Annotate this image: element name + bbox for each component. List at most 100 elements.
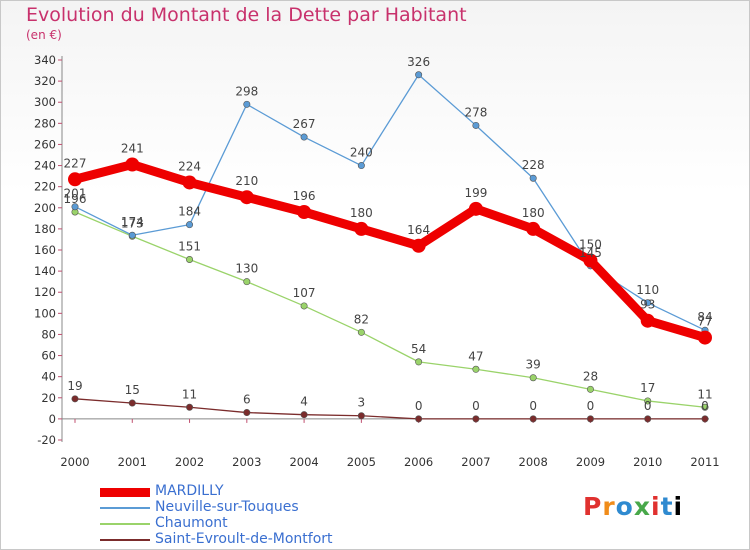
data-label: 180: [350, 206, 373, 220]
series-line-2: [74, 211, 706, 408]
y-tick-label: 60: [41, 349, 56, 363]
x-tick-label: 2006: [404, 455, 433, 469]
data-label: 11: [697, 387, 712, 401]
legend-label: Neuville-sur-Touques: [155, 499, 299, 515]
data-point: [644, 299, 652, 307]
y-tick-label: 320: [34, 74, 56, 88]
x-tick-label: 2002: [175, 455, 204, 469]
x-tick-label: 2008: [519, 455, 548, 469]
data-label: 145: [579, 246, 602, 260]
data-label: 39: [526, 358, 541, 372]
data-label: 199: [464, 186, 487, 200]
y-tick-label: 300: [34, 95, 56, 109]
data-point: [415, 415, 423, 423]
data-point: [354, 221, 369, 236]
data-label: 107: [293, 286, 316, 300]
y-tick-label: 160: [34, 243, 56, 257]
chart-title: Evolution du Montant de la Dette par Hab…: [26, 4, 467, 26]
data-point: [300, 133, 308, 141]
data-label: 82: [354, 312, 369, 326]
x-tick-label: 2004: [289, 455, 318, 469]
data-label: 0: [701, 399, 709, 413]
data-label: 298: [235, 84, 258, 98]
proxiti-logo: Proxiti: [583, 492, 684, 521]
data-label: 150: [579, 238, 602, 252]
data-label: 164: [407, 223, 430, 237]
data-point: [125, 157, 140, 172]
y-tick-label: 280: [34, 116, 56, 130]
axes: -200204060801001201401601802002202402602…: [34, 53, 720, 469]
data-point: [300, 411, 308, 419]
series-line-0: [70, 160, 710, 343]
legend-swatch: [100, 507, 150, 509]
legend-label: Saint-Evroult-de-Montfort: [155, 531, 333, 547]
data-label: 47: [468, 349, 483, 363]
legend-swatch: [100, 487, 150, 497]
data-point: [701, 415, 709, 423]
data-point: [243, 409, 251, 417]
data-point: [415, 71, 423, 79]
data-label: 173: [121, 216, 144, 230]
data-label: 0: [529, 399, 537, 413]
data-label: 180: [522, 206, 545, 220]
x-tick-label: 2010: [633, 455, 662, 469]
data-point: [71, 395, 79, 403]
data-label: 110: [636, 283, 659, 297]
y-tick-label: 20: [41, 391, 56, 405]
data-label: 17: [640, 381, 655, 395]
legend-label: MARDILLY: [155, 483, 224, 499]
x-tick-label: 2001: [118, 455, 147, 469]
legend-swatch: [100, 523, 150, 525]
data-point: [357, 412, 365, 420]
data-point: [586, 415, 594, 423]
data-point: [472, 121, 480, 129]
y-tick-label: 80: [41, 327, 56, 341]
data-point: [357, 328, 365, 336]
series-line-1: [74, 74, 706, 331]
legend-swatch: [100, 539, 150, 541]
y-tick-label: 100: [34, 306, 56, 320]
data-point: [698, 330, 712, 345]
data-point: [128, 231, 136, 239]
data-point: [644, 397, 652, 405]
data-label: 196: [293, 189, 316, 203]
data-label: 4: [300, 395, 308, 409]
data-label: 174: [121, 215, 144, 229]
data-label: 28: [583, 369, 598, 383]
data-point: [415, 358, 423, 366]
data-point: [68, 172, 82, 187]
data-labels: 19 15 11 6 4 3 0 0 0 0 0 0 196 173 151 130 107 82 54 47 39 28…: [64, 55, 713, 413]
data-label: 184: [178, 205, 201, 219]
y-tick-label: 200: [34, 201, 56, 215]
data-point: [297, 205, 312, 219]
data-label: 15: [125, 383, 140, 397]
data-point: [640, 313, 655, 328]
data-point: [529, 174, 537, 182]
data-label: 201: [64, 187, 87, 201]
y-tick-label: 120: [34, 285, 56, 299]
data-label: 151: [178, 240, 201, 254]
data-label: 77: [697, 315, 712, 329]
x-tick-label: 2000: [60, 455, 89, 469]
data-label: 0: [644, 399, 652, 413]
y-tick-label: 220: [34, 180, 56, 194]
data-point: [586, 385, 594, 393]
data-point: [243, 278, 251, 286]
data-point: [529, 415, 537, 423]
data-point: [357, 162, 365, 170]
data-label: 240: [350, 146, 373, 160]
data-label: 93: [640, 298, 655, 312]
data-point: [239, 190, 254, 205]
y-tick-label: 260: [34, 137, 56, 151]
data-label: 19: [67, 379, 82, 393]
data-point: [186, 221, 194, 229]
data-point: [583, 253, 598, 268]
legend-label: Chaumont: [155, 515, 228, 531]
data-point: [243, 100, 251, 108]
data-point: [182, 175, 197, 190]
series-line-3: [74, 398, 706, 420]
data-point: [472, 365, 480, 373]
data-label: 54: [411, 342, 426, 356]
x-tick-label: 2011: [690, 455, 719, 469]
